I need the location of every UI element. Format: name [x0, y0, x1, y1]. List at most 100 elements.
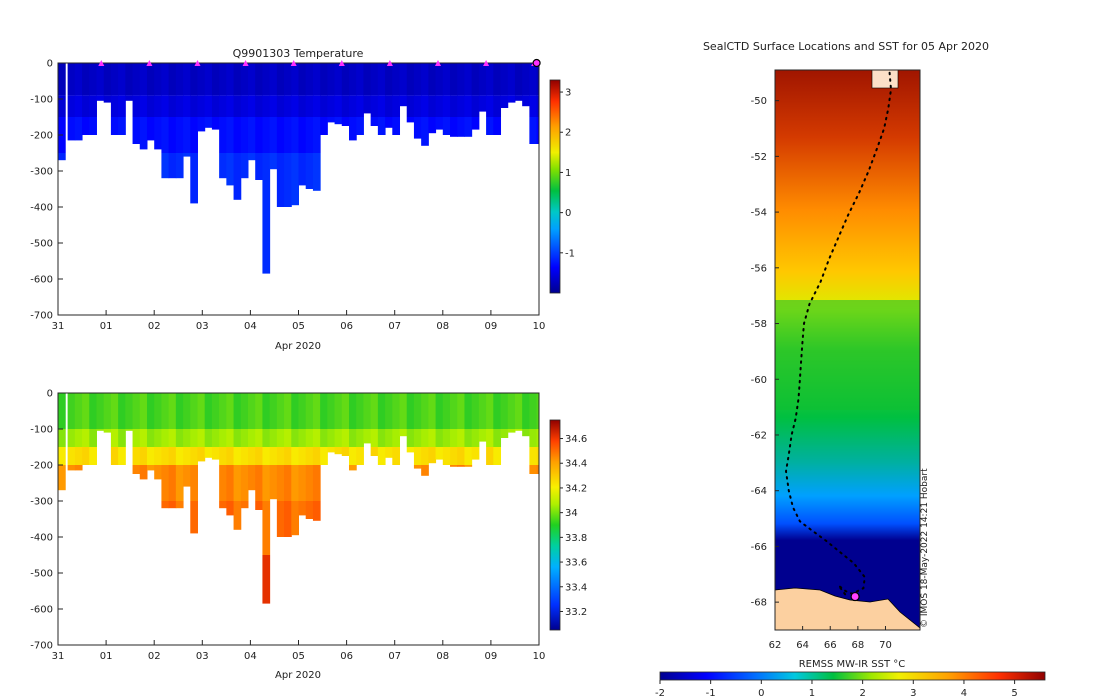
temperature-cell: [305, 153, 314, 189]
map-lat-tick-label: -64: [751, 486, 767, 497]
salinity-x-tick-label: 01: [100, 651, 113, 662]
salinity-cell: [457, 429, 465, 447]
salinity-cell: [67, 429, 76, 447]
salinity-cell: [305, 465, 314, 501]
salinity-cell: [146, 393, 155, 429]
salinity-cell: [110, 393, 119, 429]
temperature-cell: [240, 117, 249, 153]
salinity-cell: [146, 447, 155, 465]
temperature-cell: [298, 95, 307, 117]
temperature-cell: [413, 95, 422, 117]
temperature-cell: [349, 63, 357, 96]
temperature-cell: [284, 117, 292, 153]
temperature-cell: [464, 117, 473, 137]
salinity-cell: [406, 429, 415, 447]
temperature-cell: [370, 117, 379, 126]
salinity-cell: [377, 447, 386, 465]
temperature-colorbar-tick-label: 1: [565, 168, 571, 179]
sst-colorbar-tick-label: 4: [961, 688, 967, 699]
temperature-cell: [442, 63, 451, 96]
temperature-cell: [450, 117, 458, 137]
temperature-cell: [399, 63, 408, 96]
temperature-cell: [392, 95, 401, 117]
temperature-cell: [377, 95, 386, 117]
temperature-cell: [255, 63, 263, 96]
salinity-cell: [478, 393, 487, 429]
temperature-cell: [327, 95, 336, 117]
temperature-cell: [471, 63, 480, 96]
temperature-cell: [298, 63, 307, 96]
temperature-cell: [385, 63, 393, 96]
temperature-cell: [146, 117, 155, 141]
profile-marker: [338, 60, 345, 66]
temperature-cell: [312, 95, 321, 117]
temperature-x-axis: 31 01 02 03 04 05 06 07 08 09 10: [52, 310, 545, 332]
temperature-cell: [190, 63, 198, 96]
temperature-cell: [74, 117, 83, 141]
temperature-cell: [139, 95, 148, 117]
temperature-cell: [183, 95, 191, 117]
temperature-cell: [327, 117, 336, 123]
salinity-cell: [478, 429, 487, 442]
salinity-cell: [219, 429, 227, 447]
salinity-cell: [356, 429, 364, 447]
salinity-cell: [486, 429, 494, 447]
temperature-cell: [312, 117, 321, 153]
map-lat-tick-label: -58: [751, 319, 767, 330]
salinity-cell: [132, 393, 141, 429]
salinity-cell: [305, 429, 314, 447]
temperature-cell: [233, 95, 242, 117]
temperature-cell: [247, 117, 256, 153]
temperature-x-tick-label: 08: [436, 321, 449, 332]
temperature-cell: [175, 95, 184, 117]
temperature-colorbar-tick-label: 2: [565, 128, 571, 139]
temperature-cell: [334, 95, 343, 117]
salinity-cell: [255, 447, 263, 465]
salinity-cell: [435, 447, 444, 460]
salinity-cell: [233, 501, 242, 530]
temperature-cell: [58, 63, 66, 96]
salinity-cell: [269, 429, 278, 447]
temperature-cell: [240, 63, 249, 96]
salinity-colorbar-tick-label: 33.2: [565, 607, 587, 618]
salinity-cell: [312, 501, 321, 521]
temperature-cell: [74, 95, 83, 117]
salinity-x-tick-label: 06: [340, 651, 353, 662]
salinity-cell: [349, 429, 357, 447]
salinity-cell: [247, 429, 256, 447]
salinity-cell: [291, 429, 299, 447]
temperature-cell: [536, 63, 539, 96]
salinity-cell: [139, 447, 148, 465]
salinity-cell: [175, 465, 184, 501]
sst-colorbar-tick-label: 1: [809, 688, 815, 699]
temperature-cell: [154, 95, 162, 117]
salinity-cell: [276, 447, 285, 465]
salinity-cell: [536, 447, 539, 465]
salinity-y-tick-label: -500: [30, 569, 53, 580]
salinity-cell: [370, 429, 379, 447]
salinity-cell: [183, 393, 191, 429]
temperature-cell: [219, 153, 227, 179]
salinity-cell: [125, 429, 134, 431]
temperature-cell: [522, 95, 530, 107]
salinity-cell: [341, 429, 350, 447]
temperature-cell: [291, 117, 299, 153]
salinity-cell: [74, 393, 83, 429]
salinity-y-tick-label: 0: [47, 389, 53, 400]
temperature-cell: [233, 153, 242, 200]
temperature-cell: [284, 95, 292, 117]
salinity-cell: [89, 447, 97, 465]
salinity-x-tick-label: 31: [52, 651, 65, 662]
latest-profile-marker: [532, 58, 541, 68]
temperature-cell: [175, 117, 184, 153]
temperature-panel: Q9901303 Temperature 0 -100 -200 -300 -400 -5…: [30, 47, 575, 352]
salinity-cell: [240, 393, 249, 429]
profile-marker: [386, 60, 393, 66]
salinity-cell: [486, 447, 494, 465]
temperature-x-tick-label: 01: [100, 321, 113, 332]
temperature-cell: [305, 63, 314, 96]
salinity-cell: [536, 393, 539, 429]
salinity-cell: [522, 393, 530, 429]
salinity-cell: [110, 429, 119, 447]
temperature-cell: [291, 95, 299, 117]
